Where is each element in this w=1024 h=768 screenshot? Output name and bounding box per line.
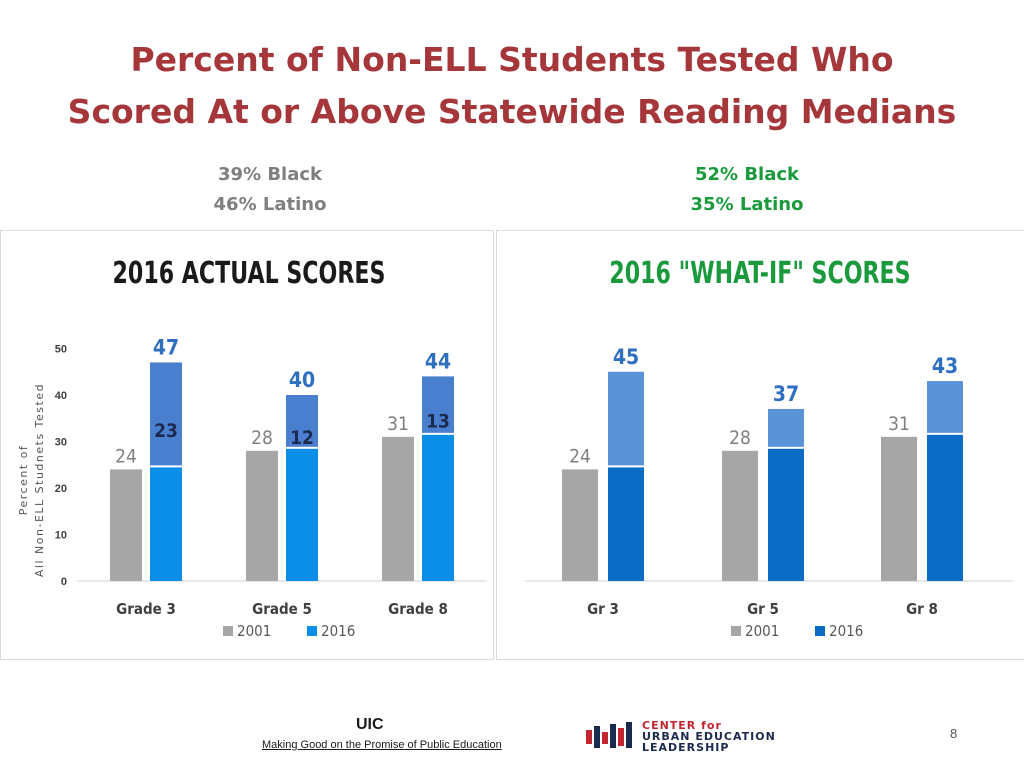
y-tick-label: 30 [55,437,67,449]
cuel-logo-line3: LEADERSHIP [642,741,730,754]
legend-label: 2001 [237,622,271,640]
gain-label: 12 [290,427,314,449]
what-if-scores-chart-panel: 2016 "WHAT-IF" SCORES 24 45 Gr 3 28 37 Gr 5 31 4… [496,230,1024,660]
bar-2016-gain [422,376,454,433]
what-if-scores-chart: 2016 "WHAT-IF" SCORES 24 45 Gr 3 28 37 Gr 5 31 4… [525,257,1013,640]
category-label: Grade 8 [388,600,448,618]
data-label-2016: 40 [289,368,315,392]
y-tick-label: 0 [61,576,67,588]
bar-2016-gain [608,371,644,466]
category-label: Grade 3 [116,600,176,618]
legend-swatch [307,626,317,636]
bar-2016-base [608,467,644,581]
bar-2001 [382,436,414,581]
bar-2001 [722,450,758,581]
cuel-logo-line2: URBAN EDUCATION [642,730,776,743]
legend-swatch [223,626,233,636]
uic-logo-text: UIC [356,716,384,733]
legend-swatch [731,626,741,636]
y-axis-label-line1: Percent of [17,445,30,516]
bar-2016-base [422,434,454,581]
left-demographic-black: 39% Black [217,164,323,185]
data-label-2016: 47 [153,335,179,359]
data-label-2001: 24 [115,445,137,467]
cuel-logo-line1: CENTER for [642,719,722,732]
y-tick-label: 10 [55,530,67,542]
gain-label: 23 [154,420,178,442]
category-label: Grade 5 [252,600,312,618]
bar-2016-base [768,448,804,581]
chart-title: 2016 "WHAT-IF" SCORES [609,257,910,291]
page-number: 8 [950,726,958,741]
bar-2001 [562,469,598,581]
data-label-2001: 31 [387,413,409,435]
data-label-2016: 37 [773,382,799,406]
bar-2001 [881,436,917,581]
gain-label: 13 [426,411,450,433]
slide-title-line1: Percent of Non-ELL Students Tested Who [130,40,894,79]
data-label-2016: 44 [425,349,451,373]
actual-scores-chart-panel: 2016 ACTUAL SCORES 0 10 20 30 40 50 Percent of A… [0,230,494,660]
bar-2001 [246,450,278,581]
data-label-2001: 28 [729,427,751,449]
data-label-2001: 24 [569,445,591,467]
category-label: Gr 8 [906,600,938,618]
cuel-logo-icon [586,722,632,748]
data-label-2016: 45 [613,345,639,369]
slide-title-line2: Scored At or Above Statewide Reading Med… [67,92,957,131]
right-demographic-black: 52% Black [694,164,800,185]
y-tick-label: 50 [55,344,67,356]
data-label-2016: 43 [932,354,958,378]
uic-tagline: Making Good on the Promise of Public Edu… [262,739,502,751]
bar-2001 [110,469,142,581]
bar-2016-base [286,448,318,581]
y-axis-label-line2: All Non-ELL Studnets Tested [33,383,46,577]
bar-2016-gain [286,395,318,447]
right-demographic-latino: 35% Latino [690,194,804,215]
legend-label: 2016 [321,622,355,640]
category-label: Gr 5 [747,600,779,618]
bar-2016-gain [150,362,182,466]
data-label-2001: 31 [888,413,910,435]
left-demographic-latino: 46% Latino [213,194,327,215]
chart-title: 2016 ACTUAL SCORES [113,257,386,291]
data-label-2001: 28 [251,427,273,449]
legend-label: 2016 [829,622,863,640]
bar-2016-base [150,467,182,581]
bar-2016-gain [927,381,963,433]
legend-label: 2001 [745,622,779,640]
cuel-logo-text: CENTER for URBAN EDUCATION LEADERSHIP [642,720,776,753]
legend-swatch [815,626,825,636]
bar-2016-base [927,434,963,581]
y-tick-label: 40 [55,390,67,402]
bar-2016-gain [768,408,804,447]
actual-scores-chart: 2016 ACTUAL SCORES 0 10 20 30 40 50 Percent of A… [17,257,487,640]
category-label: Gr 3 [587,600,619,618]
y-tick-label: 20 [55,483,67,495]
